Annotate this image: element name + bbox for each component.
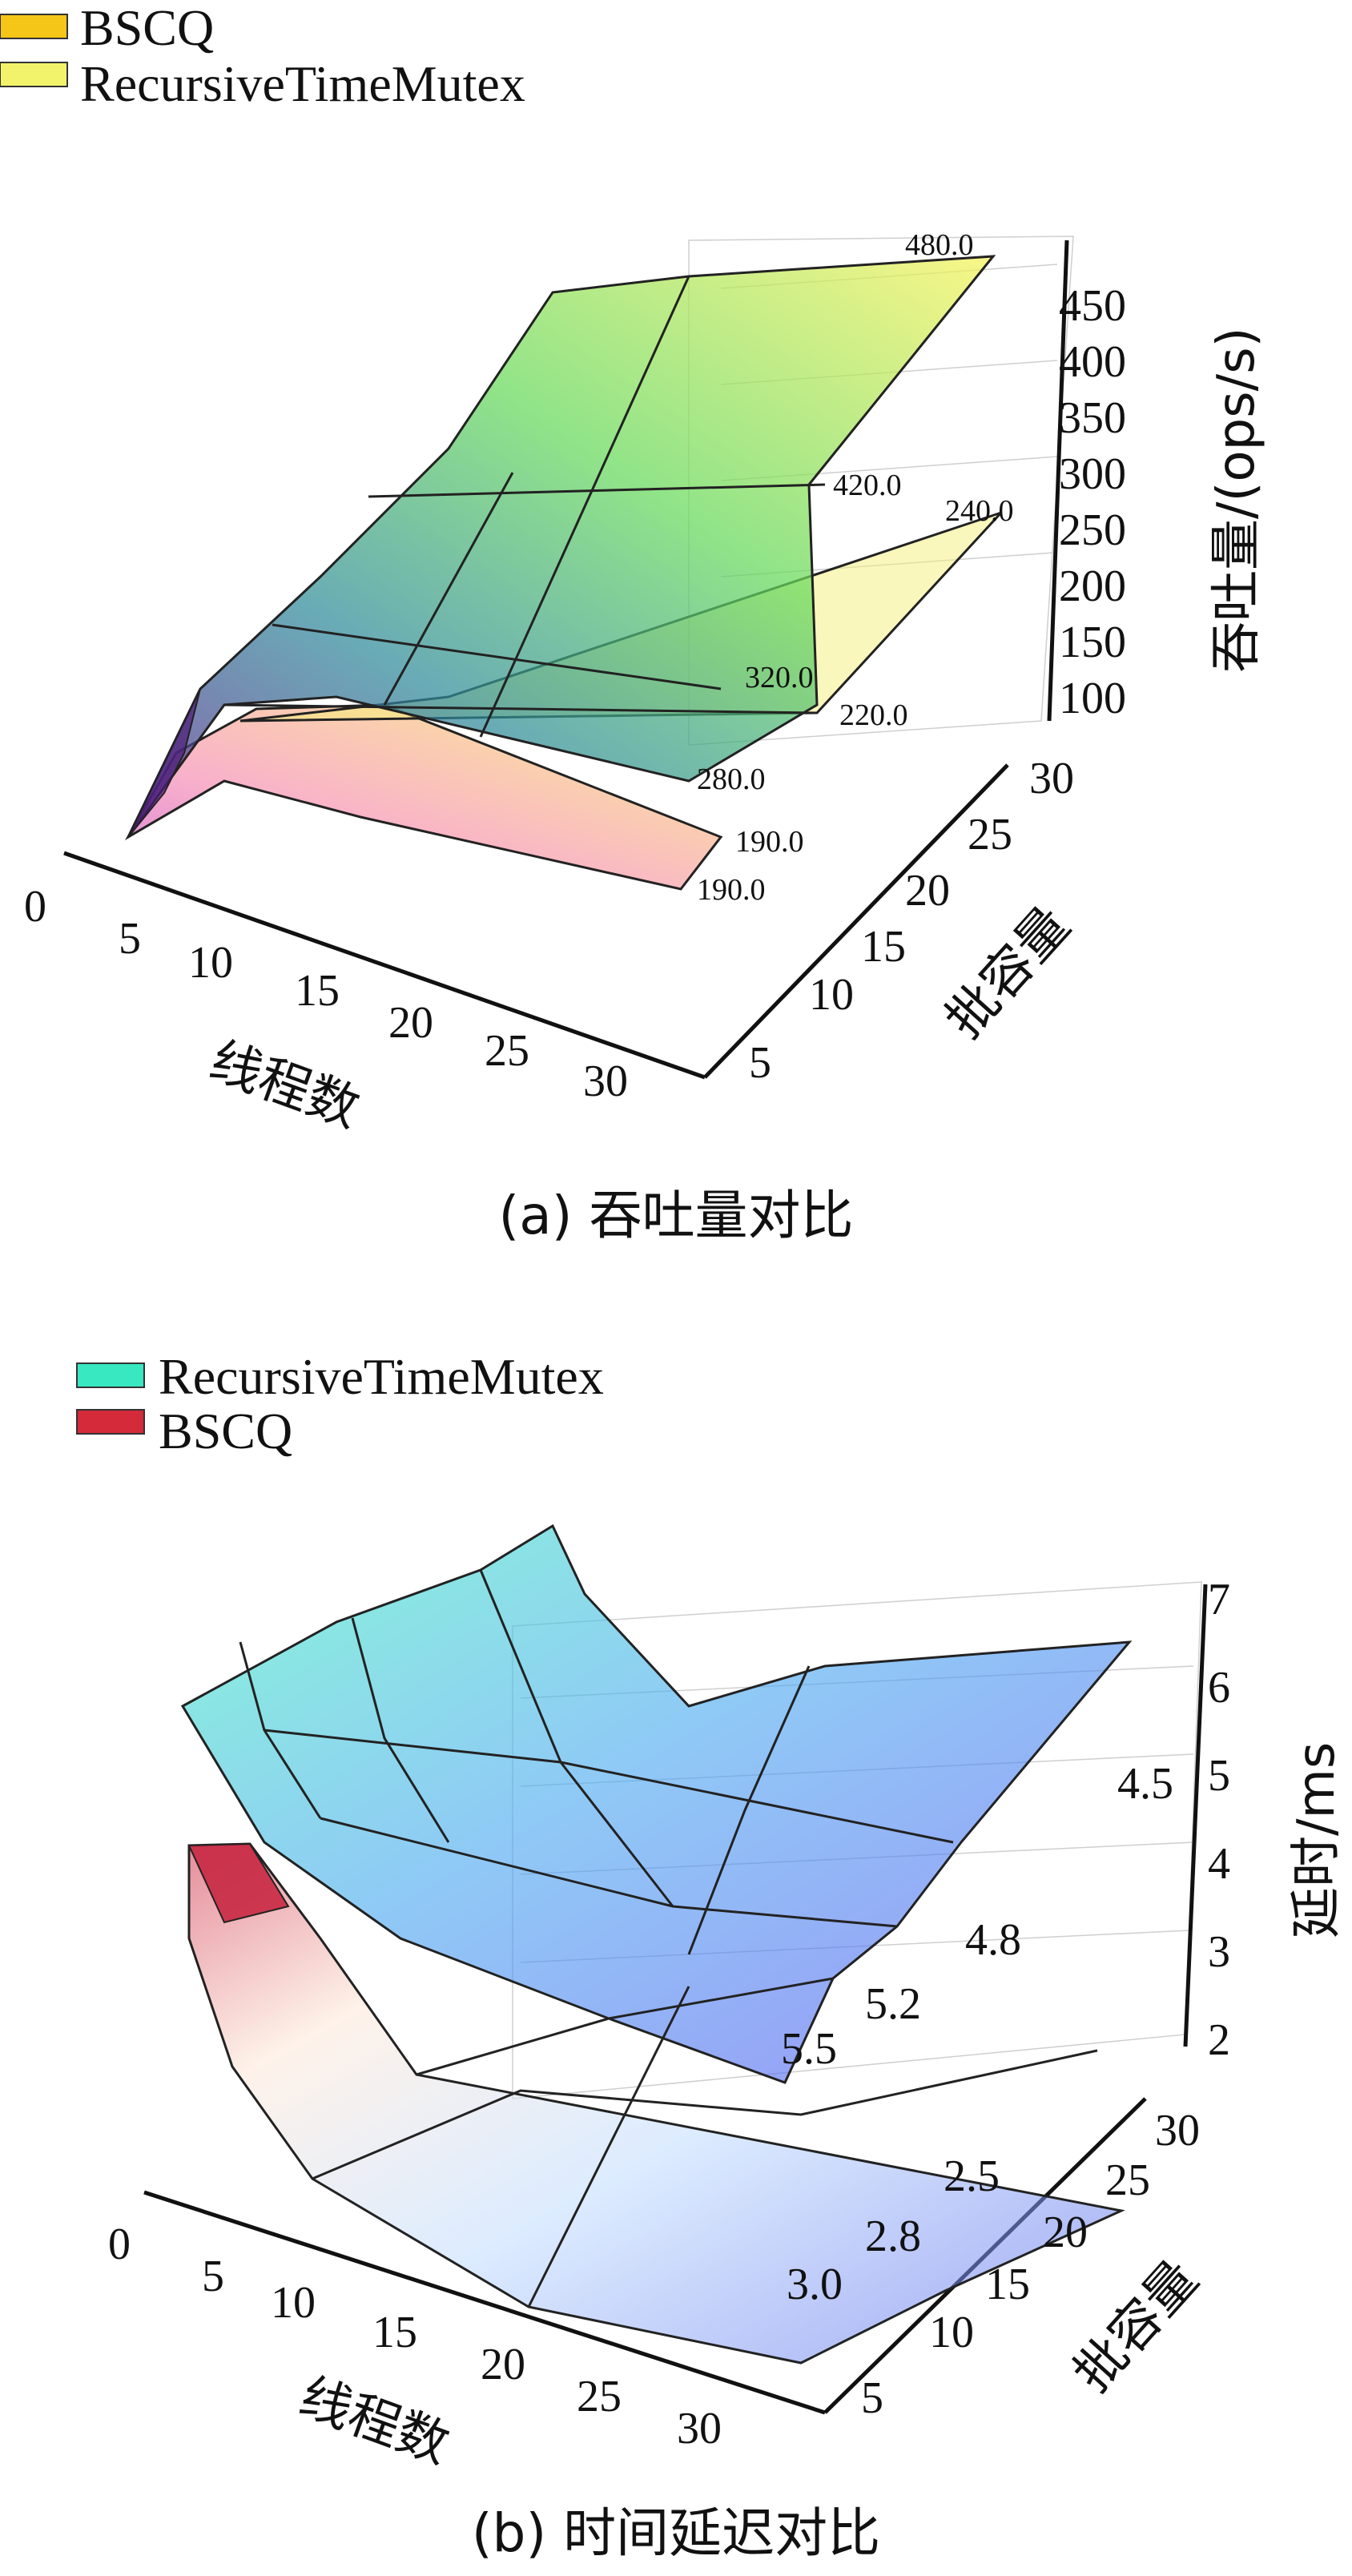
- surface-b-bscq-high: [187, 1842, 290, 1924]
- caption-a: (a) 吞吐量对比: [499, 1185, 854, 1246]
- edge-b-bscq-1: 2.8: [865, 2212, 921, 2261]
- a-y-tick-0: 5: [749, 1038, 771, 1088]
- b-x-tick-1: 5: [202, 2252, 224, 2301]
- a-z-tick-1: 150: [1059, 618, 1126, 667]
- surface-a-rtm: [127, 255, 996, 838]
- edge-a-bscq-1: 190.0: [735, 825, 804, 859]
- b-y-tick-0: 5: [861, 2373, 883, 2423]
- plot-a-x-ticks: 0 5 10 15 20 25 30: [24, 882, 628, 1106]
- plot-a-z-ticks: 100 150 200 250 300 350 400 450: [1059, 281, 1126, 723]
- b-z-tick-1: 3: [1208, 1927, 1230, 1977]
- b-ylabel: 批容量: [1063, 2250, 1209, 2404]
- b-y-tick-4: 25: [1105, 2155, 1150, 2205]
- surface-a-rtm-low: [127, 688, 201, 838]
- edge-a-bscq-3: 240.0: [945, 494, 1014, 528]
- plot-b-x-axis: [143, 2190, 826, 2415]
- edge-a-rtm-3: 480.0: [905, 228, 974, 262]
- legend-b: RecursiveTimeMutex BSCQ: [76, 1348, 604, 1459]
- b-z-tick-0: 2: [1208, 2015, 1230, 2065]
- edge-a-rtm-2: 420.0: [833, 469, 902, 502]
- a-y-tick-2: 15: [861, 922, 906, 972]
- b-z-tick-3: 5: [1208, 1751, 1230, 1801]
- legend-b-swatch-1: [76, 1409, 145, 1435]
- a-y-tick-3: 20: [905, 866, 950, 916]
- legend-a-label-1: RecursiveTimeMutex: [80, 55, 525, 112]
- b-y-tick-1: 10: [929, 2308, 974, 2357]
- a-xlabel: 线程数: [203, 1031, 368, 1139]
- edge-a-rtm-0: 280.0: [697, 763, 766, 796]
- plot-b-z-axis: [1183, 1584, 1208, 2047]
- plot-b-x-ticks: 0 5 10 15 20 25 30: [108, 2220, 722, 2453]
- b-xlabel: 线程数: [292, 2367, 457, 2475]
- b-x-tick-0: 0: [108, 2220, 131, 2269]
- surface-b-bscq: [187, 1842, 1125, 2365]
- plot-a-surfaces: [124, 255, 1003, 891]
- a-z-tick-5: 350: [1059, 393, 1126, 443]
- b-z-tick-2: 4: [1208, 1839, 1230, 1889]
- plot-a-x-axis: [63, 851, 706, 1080]
- surface-b-rtm: [180, 1523, 1133, 2084]
- b-x-tick-5: 25: [577, 2372, 622, 2421]
- b-x-tick-6: 30: [677, 2404, 722, 2453]
- legend-a-swatch-0: [0, 14, 68, 39]
- a-x-tick-4: 20: [388, 998, 433, 1048]
- edge-a-rtm-1: 320.0: [745, 661, 814, 694]
- a-ylabel: 批容量: [935, 896, 1081, 1050]
- plot-b-z-ticks: 2 3 4 5 6 7: [1208, 1575, 1230, 2065]
- a-x-tick-0: 0: [24, 882, 46, 932]
- a-z-tick-6: 400: [1059, 337, 1126, 387]
- plot-b-surfaces: [180, 1523, 1133, 2365]
- a-x-tick-6: 30: [583, 1057, 628, 1106]
- b-x-tick-4: 20: [481, 2340, 525, 2389]
- a-z-tick-2: 200: [1059, 561, 1126, 611]
- legend-b-swatch-0: [76, 1362, 145, 1388]
- plot-b-y-ticks: 5 10 15 20 25 30: [861, 2106, 1200, 2423]
- b-z-tick-5: 7: [1208, 1575, 1230, 1624]
- plot-b-edge-labels: 4.5 4.8 5.2 5.5 2.5 2.8 3.0: [781, 1759, 1173, 2309]
- edge-b-rtm-2: 4.8: [965, 1915, 1021, 1965]
- surface-b-mesh: [239, 1569, 1098, 2308]
- plot-a-z-axis: [1047, 239, 1069, 722]
- a-x-tick-2: 10: [188, 938, 233, 988]
- a-x-tick-3: 15: [295, 966, 340, 1016]
- a-x-tick-1: 5: [119, 914, 141, 964]
- surface-a-bscq: [124, 703, 723, 891]
- b-y-tick-5: 30: [1155, 2106, 1200, 2155]
- legend-b-label-0: RecursiveTimeMutex: [159, 1348, 604, 1405]
- b-zlabel: 延时/ms: [1287, 1742, 1346, 1938]
- a-y-tick-5: 30: [1029, 754, 1074, 803]
- b-z-tick-4: 6: [1208, 1663, 1230, 1713]
- legend-a: BSCQ RecursiveTimeMutex: [0, 0, 525, 112]
- legend-b-label-1: BSCQ: [159, 1403, 292, 1459]
- legend-a-swatch-1: [0, 62, 68, 87]
- plot-a-edge-labels: 480.0 420.0 320.0 280.0 240.0 220.0 190.…: [697, 228, 1014, 907]
- plot-a-y-axis: [703, 763, 1009, 1079]
- a-z-tick-7: 450: [1059, 281, 1126, 331]
- edge-b-bscq-0: 3.0: [787, 2260, 843, 2309]
- surface-a-mesh: [223, 276, 826, 738]
- a-x-tick-5: 25: [485, 1026, 529, 1076]
- edge-b-rtm-3: 4.5: [1117, 1759, 1173, 1809]
- edge-a-bscq-2: 220.0: [839, 698, 908, 732]
- edge-a-bscq-0: 190.0: [697, 873, 766, 907]
- b-y-tick-2: 15: [985, 2260, 1030, 2309]
- plot-a-y-ticks: 5 10 15 20 25 30: [749, 754, 1074, 1088]
- a-zlabel: 吞吐量/(ops/s): [1207, 327, 1266, 673]
- a-z-tick-3: 250: [1059, 505, 1126, 555]
- edge-b-rtm-0: 5.5: [781, 2024, 837, 2074]
- b-y-tick-3: 20: [1043, 2208, 1088, 2257]
- caption-b: (b) 时间延迟对比: [472, 2502, 880, 2564]
- a-y-tick-1: 10: [809, 970, 854, 1020]
- b-x-tick-3: 15: [372, 2308, 417, 2357]
- a-z-tick-0: 100: [1059, 674, 1126, 723]
- b-x-tick-2: 10: [271, 2278, 316, 2328]
- plot-a-axes: [63, 239, 1069, 1080]
- a-y-tick-4: 25: [968, 810, 1012, 859]
- a-z-tick-4: 300: [1059, 449, 1126, 499]
- edge-b-rtm-1: 5.2: [865, 1979, 921, 2029]
- legend-a-label-0: BSCQ: [80, 0, 214, 56]
- edge-b-bscq-2: 2.5: [944, 2151, 1000, 2201]
